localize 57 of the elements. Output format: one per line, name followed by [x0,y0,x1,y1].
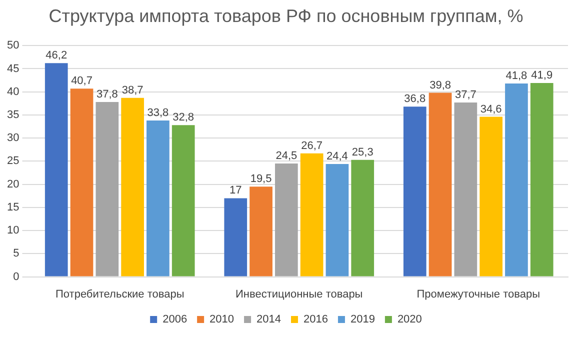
data-label: 34,6 [480,103,502,116]
bar [96,102,119,276]
data-label: 24,5 [276,150,298,162]
y-tick-label: 30 [6,132,20,144]
legend-label: 2006 [162,314,188,326]
y-tick-label: 20 [6,178,20,190]
x-tick-label: Потребительские товары [56,288,184,300]
data-label: 17 [230,184,242,197]
bar [224,198,248,276]
data-label: 25,3 [352,146,374,158]
data-label: 41,8 [506,70,528,82]
bar [480,116,502,276]
y-tick-label: 50 [6,40,20,52]
y-tick-label: 10 [6,224,20,237]
bar [351,160,374,276]
data-label: 24,4 [326,150,348,163]
y-tick-label: 45 [6,62,20,75]
y-tick-label: 0 [13,270,20,283]
data-label: 41,9 [531,70,553,82]
legend-label: 2019 [350,314,375,326]
y-tick-label: 5 [13,248,20,260]
bar [505,84,528,276]
bar [172,125,195,276]
legend-label: 2020 [397,314,422,326]
x-tick-label: Инвестиционные товары [236,288,363,300]
bar [454,102,478,276]
data-label: 39,8 [430,79,451,92]
legend-label: 2014 [256,314,282,326]
bar [146,120,170,276]
data-label: 37,8 [96,88,118,101]
legend-label: 2016 [304,314,328,326]
y-tick-label: 15 [6,201,20,214]
x-tick-label: Промежуточные товары [416,288,540,300]
data-label: 26,7 [301,140,323,152]
bar [44,63,68,276]
bar [530,83,554,276]
data-label: 19,5 [250,173,272,186]
data-label: 46,2 [46,50,68,62]
y-tick-label: 40 [6,86,20,98]
bar [300,153,324,276]
bar [70,88,94,276]
data-label: 33,8 [147,107,169,120]
y-tick-label: 35 [6,108,20,121]
data-label: 36,8 [404,93,426,106]
data-label: 32,8 [172,112,194,124]
bar [326,164,349,276]
chart-title: Структура импорта товаров РФ по основным группам, % [48,6,524,26]
data-label: 40,7 [71,75,92,88]
bar [274,164,298,276]
bar [121,98,144,276]
data-label: 37,7 [454,89,476,102]
y-tick-label: 25 [6,155,20,168]
legend-label: 2010 [210,314,234,326]
data-label: 38,7 [122,84,144,96]
bar [428,92,452,276]
bar [403,106,426,276]
bar [250,186,272,276]
